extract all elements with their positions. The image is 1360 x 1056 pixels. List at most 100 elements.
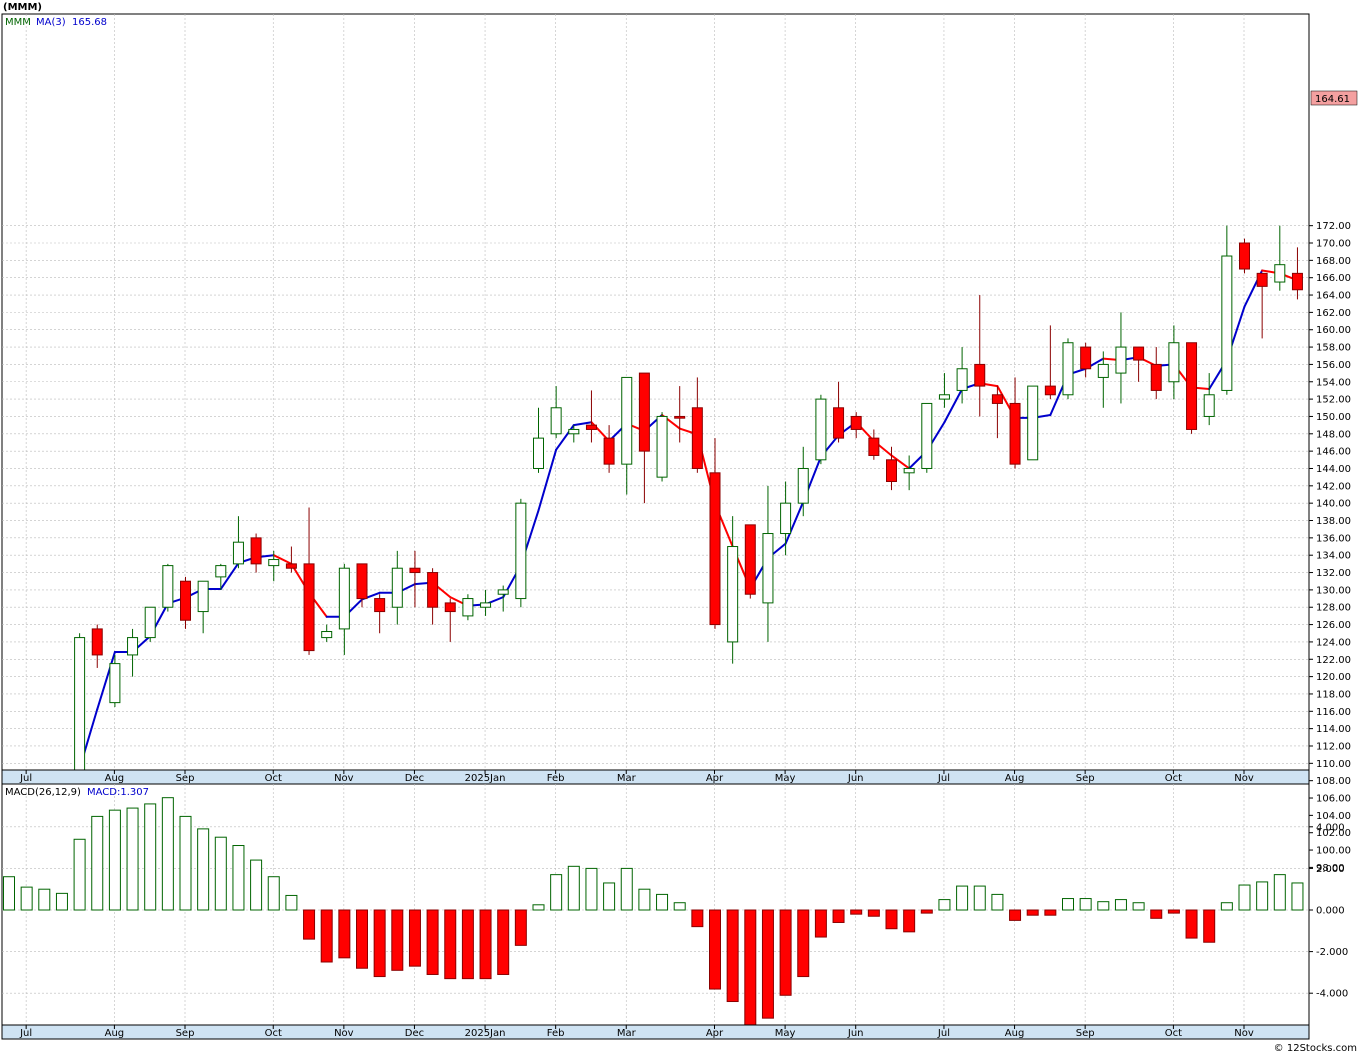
macd-bar-negative: [761, 909, 774, 1019]
price-y-tick-label: 126.00: [1316, 620, 1351, 631]
macd-x-tick-label: Nov: [1234, 1028, 1254, 1039]
macd-x-tick-label: Dec: [405, 1028, 424, 1039]
macd-x-tick-label: 2025Jan: [465, 1028, 506, 1039]
price-x-tick-label: May: [775, 773, 796, 784]
macd-bar-positive: [1238, 884, 1251, 911]
macd-bar-negative: [726, 909, 739, 1003]
macd-title: MACD(26,12,9): [5, 787, 81, 798]
price-y-tick-label: 160.00: [1316, 325, 1351, 336]
price-y-tick-label: 108.00: [1316, 776, 1351, 787]
ma-segment: [572, 421, 593, 427]
macd-bar-positive: [126, 807, 139, 911]
candle-down: [444, 602, 456, 613]
price-y-tick-label: 138.00: [1316, 516, 1351, 527]
macd-y-tick-label: 4.000: [1316, 822, 1345, 833]
candle-down: [674, 415, 686, 419]
macd-bar-positive: [603, 882, 616, 911]
price-x-tick-label: Oct: [265, 773, 282, 784]
price-y-tick-label: 118.00: [1316, 689, 1351, 700]
ma-segment: [219, 562, 240, 591]
macd-bar-negative: [303, 909, 316, 940]
macd-bar-positive: [250, 859, 263, 911]
macd-bar-positive: [1114, 899, 1127, 911]
price-panel-frame: [1, 13, 1310, 771]
candle-up: [1097, 363, 1109, 378]
candle-down: [585, 424, 597, 430]
macd-bar-negative: [797, 909, 810, 978]
macd-bar-negative: [479, 909, 492, 980]
macd-bar-positive: [1132, 902, 1145, 911]
macd-x-axis-band: [1, 1024, 1310, 1040]
candle-down: [1133, 346, 1145, 361]
candle-down: [285, 563, 297, 569]
candle-up: [1221, 255, 1233, 391]
macd-bar-negative: [920, 909, 933, 914]
macd-bar-positive: [550, 874, 563, 911]
macd-bar-negative: [885, 909, 898, 930]
candle-down: [833, 407, 845, 439]
macd-bar-negative: [391, 909, 404, 971]
last-price-badge: [1310, 90, 1358, 106]
price-y-tick-label: 154.00: [1316, 377, 1351, 388]
ma-segment: [890, 454, 911, 470]
price-y-tick-label: 168.00: [1316, 256, 1351, 267]
candle-down: [603, 437, 615, 465]
price-y-tick-label: 124.00: [1316, 637, 1351, 648]
candle-up: [391, 567, 403, 608]
macd-x-tick-label: Aug: [1005, 1028, 1025, 1039]
price-x-tick-label: 2025Jan: [465, 773, 506, 784]
candle-up: [127, 637, 139, 656]
macd-bar-positive: [73, 838, 86, 911]
macd-y-tick-label: 0.000: [1316, 906, 1345, 917]
macd-bar-positive: [179, 815, 192, 911]
macd-bar-negative: [1026, 909, 1039, 916]
legend-symbol: MMM: [5, 17, 31, 28]
macd-bar-positive: [285, 894, 298, 911]
price-x-tick-label: Feb: [547, 773, 565, 784]
candle-down: [427, 572, 439, 608]
candle-down: [250, 537, 262, 565]
candle-up: [956, 368, 968, 391]
macd-panel: 4.000 2.000 0.000 -2.000 -4.000: [1, 783, 1348, 1027]
candle-up: [462, 598, 474, 617]
price-x-tick-label: Oct: [1165, 773, 1182, 784]
macd-bar-negative: [691, 909, 704, 928]
macd-histogram: [3, 797, 1304, 1027]
price-x-tick-label: Aug: [105, 773, 125, 784]
price-y-tick-label: 134.00: [1316, 551, 1351, 562]
candle-up: [656, 415, 668, 478]
candle-up: [1274, 264, 1286, 283]
macd-x-tick-label: Oct: [1165, 1028, 1182, 1039]
candle-down: [1080, 346, 1092, 370]
price-y-tick-label: 150.00: [1316, 412, 1351, 423]
price-x-tick-label: Mar: [617, 773, 637, 784]
candle-down: [1239, 242, 1250, 270]
candle-down: [1150, 363, 1162, 391]
candle-up: [197, 580, 209, 613]
candle-down: [868, 437, 880, 456]
candle-up: [1115, 346, 1127, 374]
price-y-tick-label: 164.00: [1316, 291, 1351, 302]
candle-down: [1009, 402, 1021, 465]
price-y-tick-label: 116.00: [1316, 707, 1351, 718]
price-x-tick-label: Aug: [1005, 773, 1025, 784]
macd-bar-positive: [214, 836, 227, 911]
macd-bar-positive: [55, 892, 68, 911]
candle-up: [321, 631, 333, 639]
macd-bar-positive: [1079, 898, 1092, 911]
candle-down: [709, 472, 721, 626]
macd-bar-positive: [267, 876, 280, 911]
price-x-tick-label: Nov: [334, 773, 354, 784]
candle-down: [638, 372, 650, 452]
candle-up: [162, 565, 174, 608]
macd-bar-positive: [1062, 898, 1074, 911]
macd-bar-negative: [850, 909, 863, 915]
candle-down: [1291, 272, 1303, 291]
macd-bar-positive: [585, 867, 598, 911]
candle-up: [515, 502, 527, 600]
macd-bar-positive: [197, 828, 210, 911]
price-y-tick-label: 130.00: [1316, 585, 1351, 596]
macd-bar-positive: [1256, 881, 1269, 911]
macd-y-tick-label: -4.000: [1316, 989, 1348, 1000]
